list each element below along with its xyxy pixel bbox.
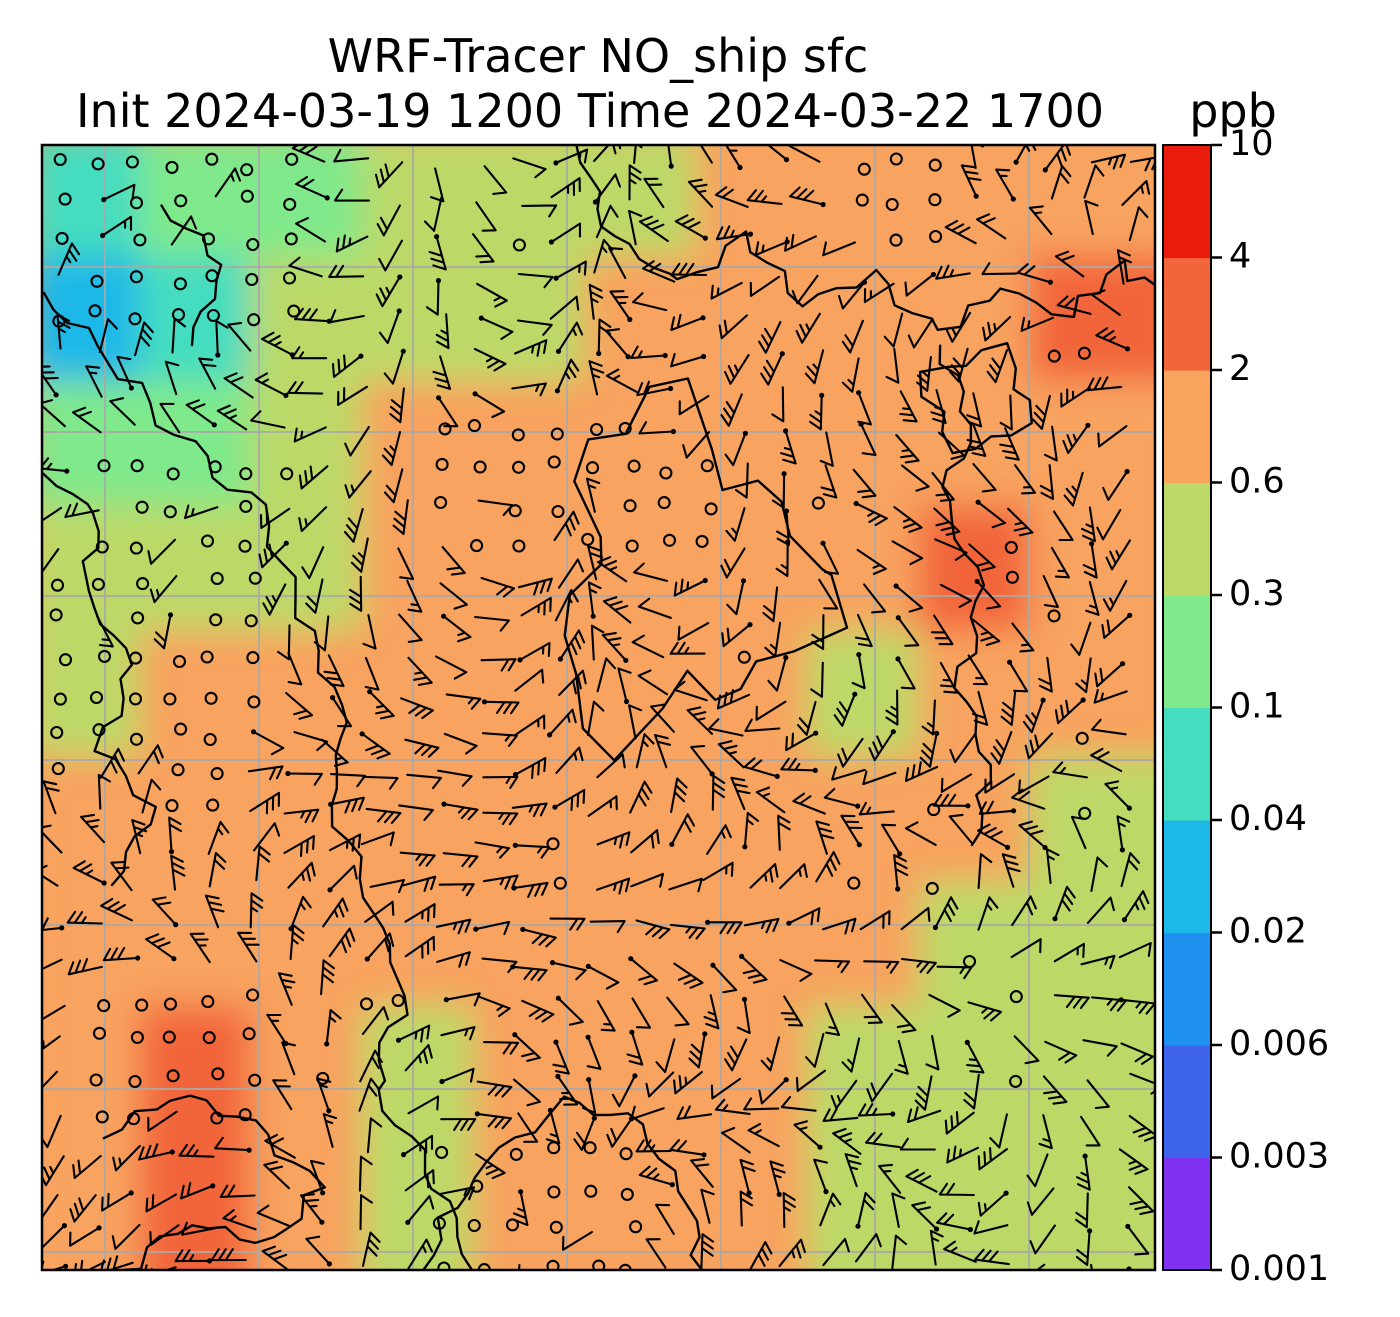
colorbar-tick-label: 0.02 [1229, 912, 1307, 952]
colorbar-tick-label: 0.04 [1229, 799, 1307, 839]
colorbar-tick-label: 4 [1229, 237, 1251, 277]
concentration-field [42, 145, 1155, 1270]
colorbar-tick-label: 0.1 [1229, 687, 1285, 727]
colorbar-segment [1163, 932, 1211, 1046]
colorbar-tick-label: 0.3 [1229, 574, 1285, 614]
colorbar-segment [1163, 145, 1211, 259]
colorbar-segment [1163, 370, 1211, 484]
coastlines [42, 145, 1155, 1270]
colorbar-tick-label: 10 [1229, 124, 1274, 164]
colorbar-segment [1163, 1157, 1211, 1271]
colorbar-tick-label: 0.6 [1229, 462, 1285, 502]
colorbar-tick-label: 0.006 [1229, 1024, 1329, 1064]
map-field [42, 145, 1155, 1270]
colorbar-tick-label: 0.003 [1229, 1137, 1329, 1177]
colorbar-segment [1163, 820, 1211, 934]
colorbar-segment [1163, 257, 1211, 371]
colorbar-segment [1163, 707, 1211, 821]
colorbar-tick-label: 0.001 [1229, 1249, 1329, 1289]
colorbar-segment [1163, 595, 1211, 709]
map-border [40, 143, 1157, 1272]
wind-barbs [42, 145, 1155, 1270]
colorbar-title: ppb [1189, 84, 1277, 138]
colorbar: 0.001 0.003 0.006 0.02 0.04 0.1 0.3 0.6 2 4 10 [1162, 124, 1329, 1289]
figure-title: WRF-Tracer NO_ship sfc [328, 29, 869, 83]
colorbar-tick-label: 2 [1229, 349, 1251, 389]
colorbar-segment [1163, 1045, 1211, 1159]
figure-subtitle: Init 2024-03-19 1200 Time 2024-03-22 170… [76, 84, 1104, 138]
colorbar-segment [1163, 482, 1211, 596]
